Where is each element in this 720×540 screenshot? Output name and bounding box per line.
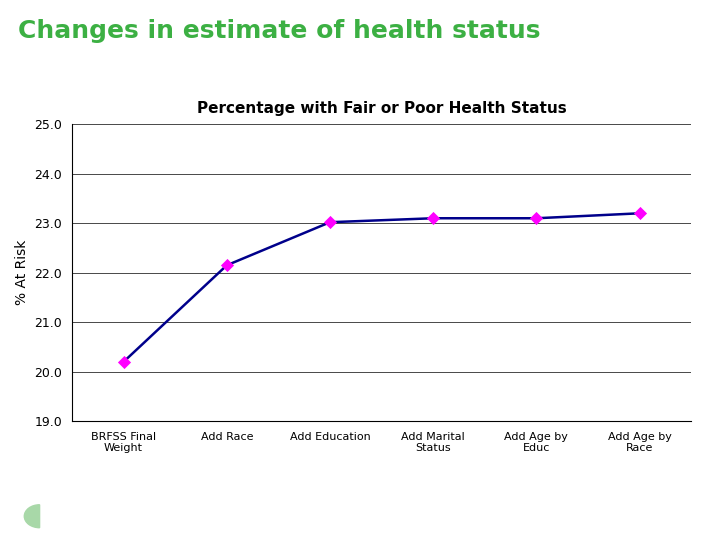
Text: Percentage with Fair or Poor Health Status: Percentage with Fair or Poor Health Stat… — [197, 100, 567, 116]
Point — [118, 357, 130, 366]
Point — [531, 214, 542, 222]
Point — [428, 214, 439, 222]
Point — [634, 209, 645, 218]
Point — [221, 261, 233, 269]
Point — [324, 218, 336, 227]
Y-axis label: % At Risk: % At Risk — [15, 240, 29, 306]
Text: IHME: IHME — [61, 509, 102, 523]
Text: Changes in estimate of health status: Changes in estimate of health status — [18, 19, 541, 43]
